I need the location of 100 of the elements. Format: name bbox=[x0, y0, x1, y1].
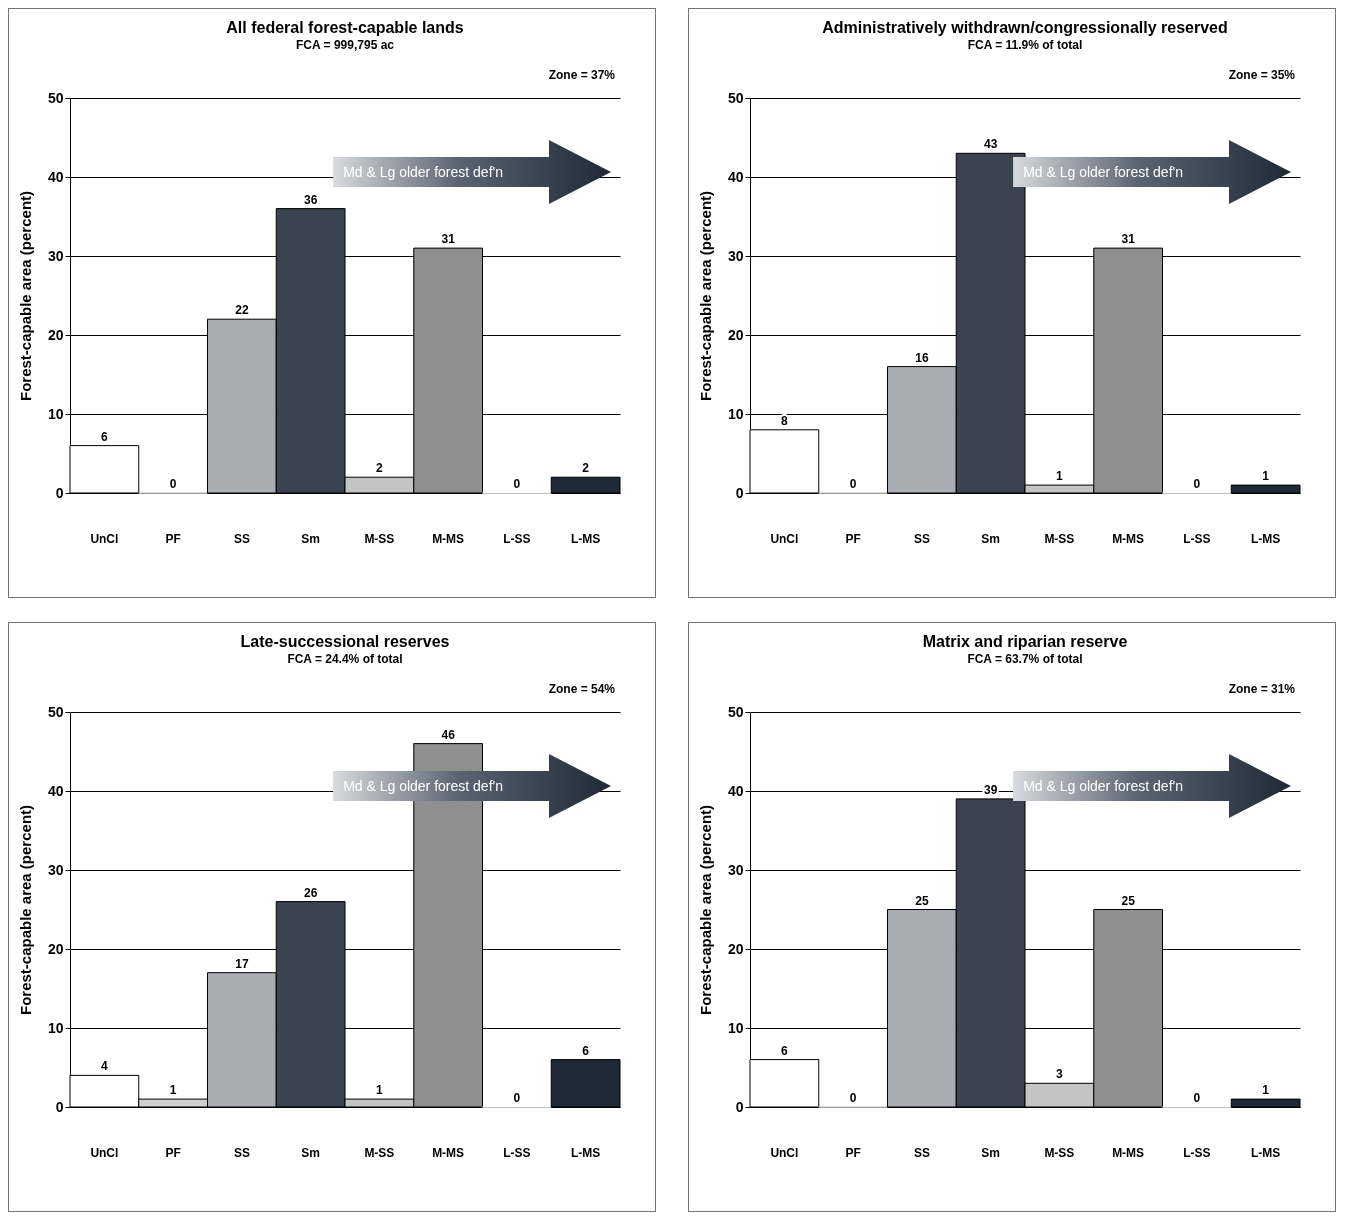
data-label: 22 bbox=[235, 303, 249, 318]
data-label: 1 bbox=[376, 1083, 384, 1098]
data-label: 6 bbox=[101, 429, 109, 444]
y-tick-label: 20 bbox=[47, 326, 64, 343]
x-tick-label: UnCl bbox=[90, 531, 119, 546]
x-tick-label: L-SS bbox=[1183, 1145, 1211, 1160]
y-tick-label: 40 bbox=[47, 782, 64, 799]
y-tick-label: 40 bbox=[727, 782, 744, 799]
y-tick-label: 10 bbox=[727, 1019, 744, 1036]
y-tick-label: 50 bbox=[47, 703, 64, 720]
x-tick-label: UnCl bbox=[770, 531, 799, 546]
y-tick-label: 20 bbox=[727, 940, 744, 957]
data-label: 1 bbox=[1262, 1083, 1270, 1098]
y-tick-label: 30 bbox=[727, 247, 744, 264]
x-tick-label: SS bbox=[233, 531, 250, 546]
y-tick-label: 50 bbox=[727, 89, 744, 106]
y-axis-title: Forest-capable area (percent) bbox=[696, 804, 714, 1016]
x-tick-label: M-MS bbox=[1112, 531, 1145, 546]
y-tick-label: 40 bbox=[727, 168, 744, 185]
x-tick-label: Sm bbox=[981, 531, 1000, 546]
y-tick-label: 50 bbox=[727, 703, 744, 720]
x-tick-label: L-SS bbox=[1183, 531, 1211, 546]
data-label: 2 bbox=[376, 461, 384, 476]
data-label: 25 bbox=[915, 893, 929, 908]
annotation: Md & Lg older forest def'n bbox=[1023, 778, 1183, 794]
x-tick-label: PF bbox=[165, 1145, 181, 1160]
x-tick-label: L-MS bbox=[570, 1145, 601, 1160]
x-tick-label: L-SS bbox=[503, 531, 531, 546]
x-tick-label: L-SS bbox=[503, 1145, 531, 1160]
x-tick-label: M-MS bbox=[432, 1145, 465, 1160]
data-label: 17 bbox=[235, 956, 249, 971]
chart-title: Matrix and riparian reserve bbox=[922, 633, 1128, 650]
y-tick-label: 30 bbox=[47, 861, 64, 878]
y-tick-label: 0 bbox=[735, 1098, 744, 1115]
x-tick-label: L-MS bbox=[570, 531, 601, 546]
data-label: 0 bbox=[849, 1091, 857, 1105]
x-tick-label: M-MS bbox=[432, 531, 465, 546]
bar bbox=[550, 1059, 621, 1108]
x-tick-label: PF bbox=[165, 531, 181, 546]
text: Zone = 31% bbox=[1228, 682, 1296, 696]
y-tick-label: 10 bbox=[47, 1019, 64, 1036]
x-tick-label: L-MS bbox=[1250, 531, 1281, 546]
y-axis-title: Forest-capable area (percent) bbox=[16, 190, 34, 402]
text: Zone = 54% bbox=[548, 682, 616, 696]
chart-title: Late-successional reserves bbox=[240, 633, 450, 650]
x-tick-label: UnCl bbox=[90, 1145, 119, 1160]
data-label: 6 bbox=[582, 1043, 590, 1058]
x-tick-label: PF bbox=[845, 1145, 861, 1160]
x-tick-label: Sm bbox=[301, 531, 320, 546]
x-tick-label: SS bbox=[233, 1145, 250, 1160]
data-label: 0 bbox=[169, 477, 177, 491]
chart-subtitle: FCA = 63.7% of total bbox=[967, 652, 1083, 666]
x-tick-label: SS bbox=[913, 1145, 930, 1160]
bar bbox=[1230, 1098, 1301, 1108]
y-tick-label: 0 bbox=[55, 484, 64, 501]
annotation: Md & Lg older forest def'n bbox=[343, 164, 503, 180]
y-axis-title: Forest-capable area (percent) bbox=[696, 190, 714, 402]
chart-title: All federal forest-capable lands bbox=[226, 19, 464, 36]
data-label: 16 bbox=[915, 350, 929, 365]
data-label: 8 bbox=[781, 413, 789, 428]
data-label: 46 bbox=[441, 727, 456, 742]
bar bbox=[550, 476, 621, 494]
text: Zone = 37% bbox=[548, 68, 616, 82]
data-label: 0 bbox=[1193, 477, 1201, 491]
data-label: 36 bbox=[303, 192, 318, 207]
data-label: 0 bbox=[513, 1091, 521, 1105]
data-label: 2 bbox=[582, 461, 590, 476]
bar bbox=[1230, 484, 1301, 494]
x-tick-label: PF bbox=[845, 531, 861, 546]
data-label: 0 bbox=[513, 477, 521, 491]
annotation: Md & Lg older forest def'n bbox=[343, 778, 503, 794]
data-label: 1 bbox=[1056, 469, 1064, 484]
text: Zone = 35% bbox=[1228, 68, 1296, 82]
y-tick-label: 20 bbox=[727, 326, 744, 343]
y-tick-label: 40 bbox=[47, 168, 64, 185]
y-tick-label: 10 bbox=[727, 405, 744, 422]
data-label: 31 bbox=[441, 232, 456, 247]
data-label: 25 bbox=[1121, 893, 1136, 908]
x-tick-label: Sm bbox=[981, 1145, 1000, 1160]
data-label: 3 bbox=[1056, 1067, 1064, 1082]
x-tick-label: L-MS bbox=[1250, 1145, 1281, 1160]
x-tick-label: Sm bbox=[301, 1145, 320, 1160]
chart-subtitle: FCA = 24.4% of total bbox=[287, 652, 403, 666]
y-tick-label: 30 bbox=[727, 861, 744, 878]
x-tick-label: M-SS bbox=[364, 531, 395, 546]
data-label: 4 bbox=[101, 1059, 109, 1074]
x-tick-label: UnCl bbox=[770, 1145, 799, 1160]
data-label: 6 bbox=[781, 1043, 789, 1058]
data-label: 43 bbox=[983, 137, 998, 152]
data-label: 0 bbox=[849, 477, 857, 491]
y-tick-label: 50 bbox=[47, 89, 64, 106]
annotation: Md & Lg older forest def'n bbox=[1023, 164, 1183, 180]
chart-subtitle: FCA = 999,795 ac bbox=[296, 38, 395, 52]
data-label: 31 bbox=[1121, 232, 1136, 247]
x-tick-label: M-MS bbox=[1112, 1145, 1145, 1160]
data-label: 0 bbox=[1193, 1091, 1201, 1105]
x-tick-label: M-SS bbox=[364, 1145, 395, 1160]
chart-title: Administratively withdrawn/congressionally reserved bbox=[822, 19, 1228, 36]
y-tick-label: 30 bbox=[47, 247, 64, 264]
y-tick-label: 10 bbox=[47, 405, 64, 422]
